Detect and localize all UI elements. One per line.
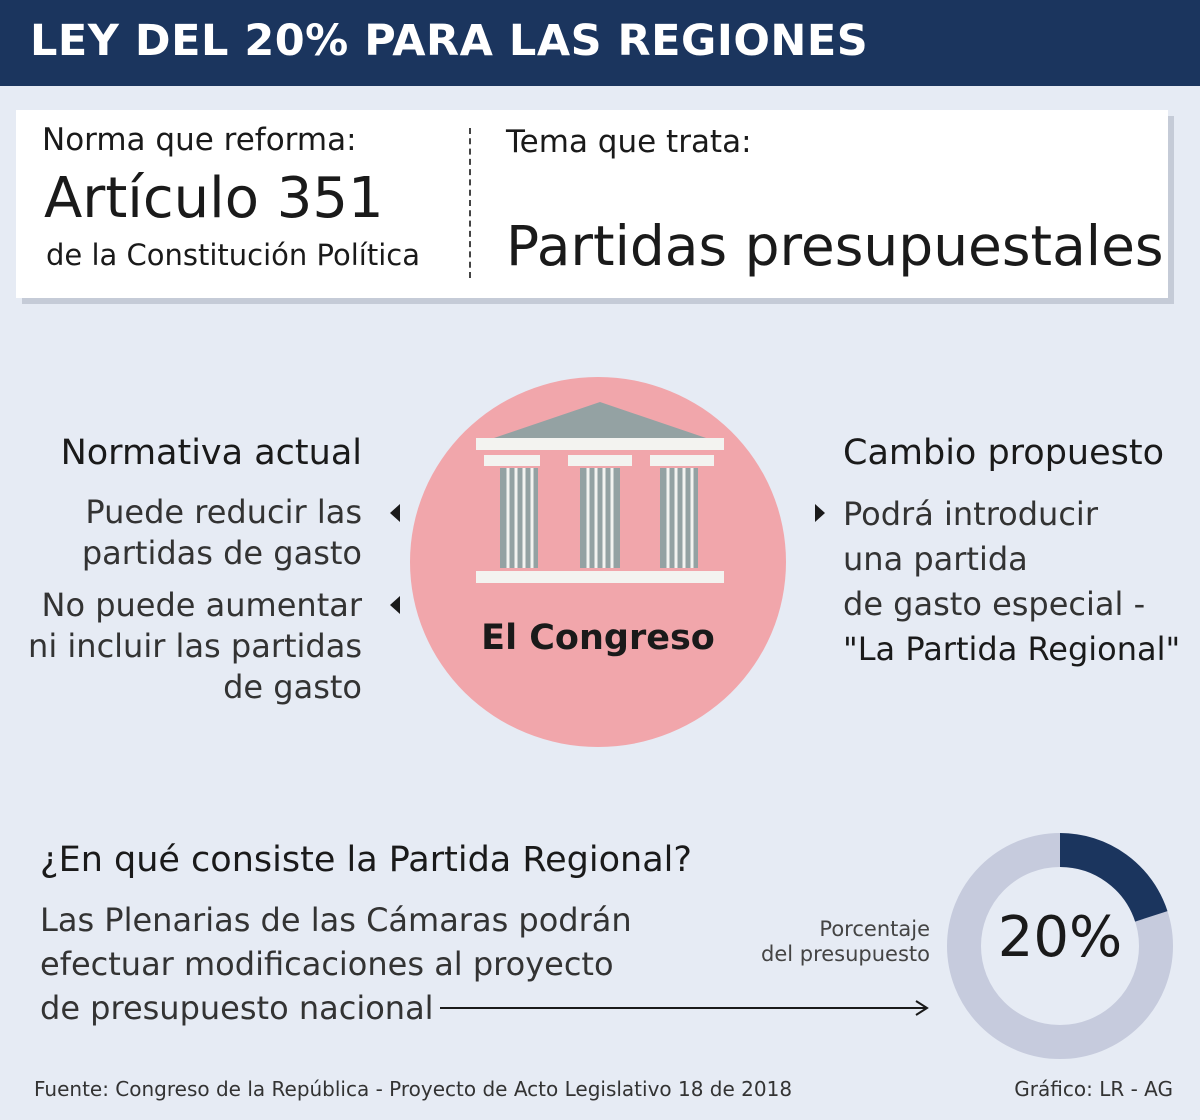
info-box: Norma que reforma: Artículo 351 de la Co… (16, 110, 1168, 298)
cambio-title: Cambio propuesto (843, 433, 1165, 473)
cambio-text: Podrá introducir una partida de gasto es… (843, 495, 1181, 668)
percentage-label: Porcentaje del presupuesto (760, 917, 930, 966)
tema-label: Tema que trata: (506, 124, 752, 160)
percentage-value: 20% (997, 905, 1123, 970)
tema-value: Partidas presupuestales (506, 214, 1164, 278)
norma-value: Artículo 351 (44, 166, 384, 231)
header-bar: LEY DEL 20% PARA LAS REGIONES (0, 0, 1200, 86)
page-title: LEY DEL 20% PARA LAS REGIONES (30, 16, 869, 66)
center-label: El Congreso (481, 618, 715, 658)
footer-credit: Gráfico: LR - AG (1014, 1077, 1173, 1101)
donut-segment (1059, 833, 1168, 923)
footer-source: Fuente: Congreso de la República - Proye… (34, 1077, 793, 1101)
congress-building-icon (476, 402, 724, 583)
pointer-right-icon (815, 504, 825, 522)
normativa-title: Normativa actual (60, 433, 362, 473)
dashed-divider (469, 128, 471, 278)
norma-label: Norma que reforma: (42, 122, 357, 158)
partida-question: ¿En qué consiste la Partida Regional? (40, 840, 692, 880)
norma-subtitle: de la Constitución Política (46, 238, 420, 272)
percentage-donut (947, 833, 1173, 1059)
normativa-item: Puede reducir las partidas de gasto (81, 493, 362, 572)
normativa-item: No puede aumentar ni incluir las partida… (28, 586, 362, 706)
pointer-left-icon (390, 596, 400, 614)
long-arrow-icon (440, 1000, 929, 1016)
partida-answer: Las Plenarias de las Cámaras podrán efec… (40, 901, 632, 1027)
pointer-left-icon (390, 504, 400, 522)
